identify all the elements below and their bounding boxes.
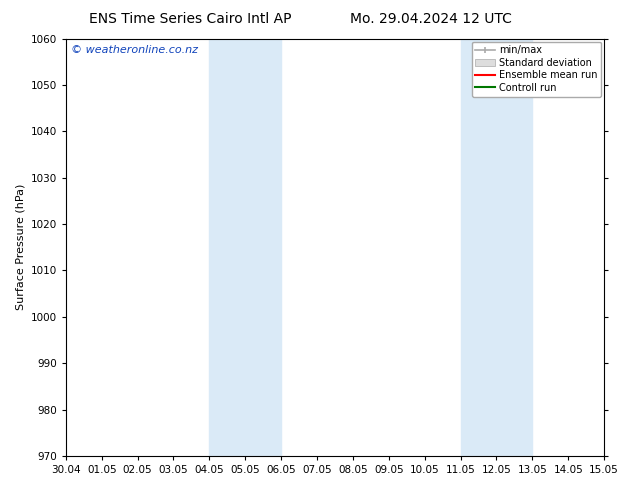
Y-axis label: Surface Pressure (hPa): Surface Pressure (hPa): [15, 184, 25, 311]
Text: © weatheronline.co.nz: © weatheronline.co.nz: [71, 45, 198, 55]
Text: Mo. 29.04.2024 12 UTC: Mo. 29.04.2024 12 UTC: [350, 12, 512, 26]
Bar: [460, 39, 496, 456]
Bar: [245, 39, 281, 456]
Bar: [209, 39, 245, 456]
Bar: [496, 39, 533, 456]
Legend: min/max, Standard deviation, Ensemble mean run, Controll run: min/max, Standard deviation, Ensemble me…: [472, 42, 601, 97]
Text: ENS Time Series Cairo Intl AP: ENS Time Series Cairo Intl AP: [89, 12, 292, 26]
